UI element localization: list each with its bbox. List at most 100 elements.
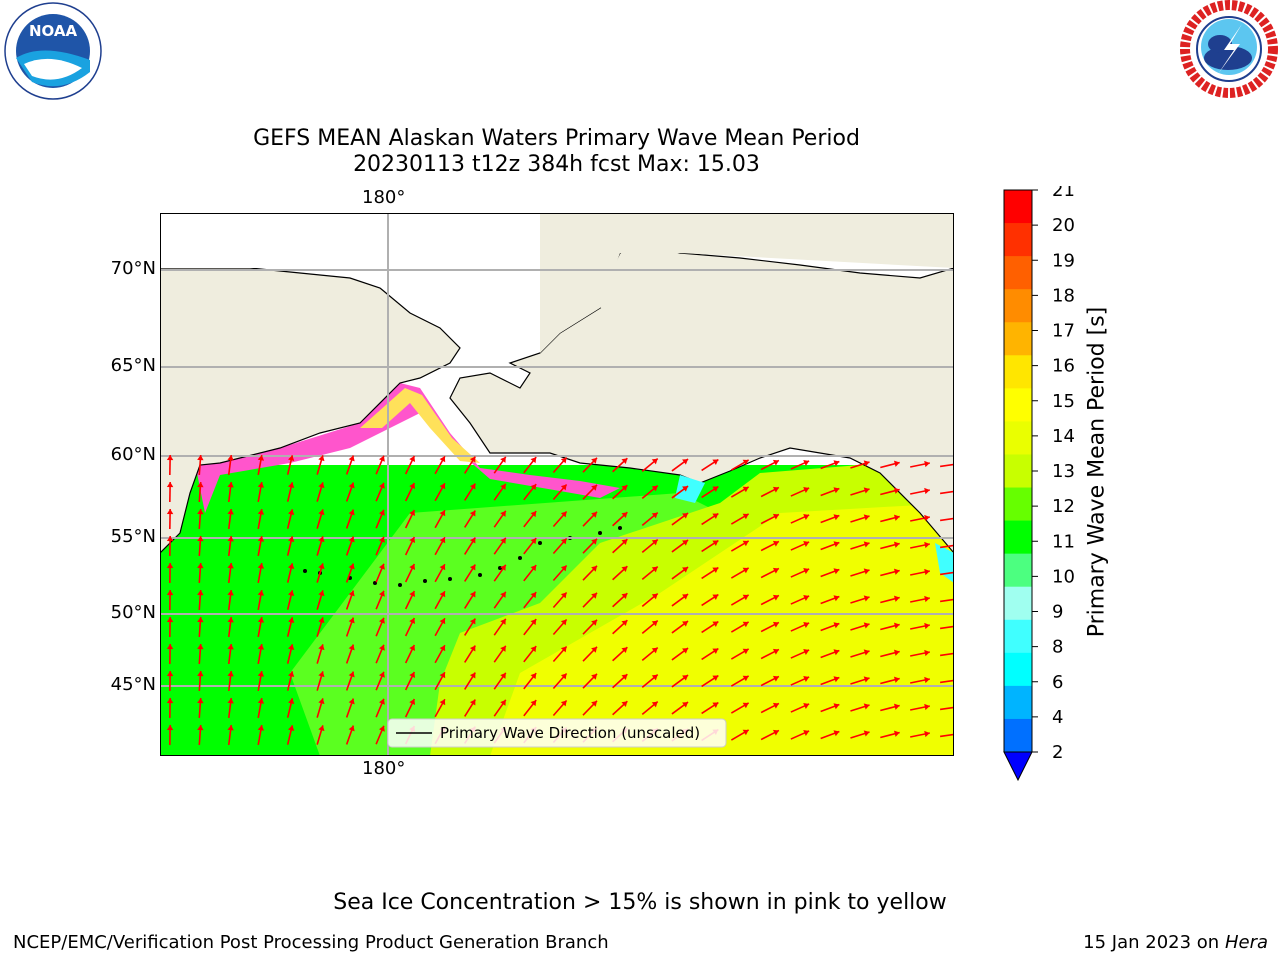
wave-arrow xyxy=(286,671,295,691)
wave-arrow xyxy=(850,730,870,739)
colorbar-block xyxy=(1004,355,1032,389)
wave-arrow xyxy=(197,589,204,611)
wave-arrow xyxy=(464,591,476,609)
wave-arrow xyxy=(345,590,355,610)
lat-label-70: 70°N xyxy=(110,258,156,279)
sea-ice-note: Sea Ice Concentration > 15% is shown in … xyxy=(333,890,947,915)
wave-arrow xyxy=(523,618,537,636)
colorbar-block xyxy=(1004,685,1032,720)
wave-arrow xyxy=(434,617,446,637)
wave-arrow xyxy=(760,540,780,552)
wave-arrow xyxy=(880,595,900,604)
wave-arrow xyxy=(671,485,689,499)
wave-arrow xyxy=(552,537,568,555)
wave-arrow xyxy=(404,671,416,691)
wave-arrow xyxy=(790,460,810,470)
bottom-longitude-label: 180° xyxy=(362,758,406,779)
wave-arrow xyxy=(820,541,840,551)
wave-arrow xyxy=(404,509,416,529)
wave-arrow xyxy=(880,568,900,577)
wave-arrow xyxy=(582,484,598,500)
wave-arrow xyxy=(850,649,870,658)
wave-arrow xyxy=(820,703,840,713)
wave-arrow xyxy=(790,487,810,497)
wave-arrow xyxy=(257,698,265,718)
wave-arrow xyxy=(820,730,840,740)
wave-arrow xyxy=(197,697,204,719)
wave-arrow xyxy=(730,621,750,633)
wave-arrow xyxy=(375,563,385,583)
wave-arrow xyxy=(375,671,385,691)
wave-arrow xyxy=(582,619,598,635)
wave-arrow xyxy=(166,697,174,719)
wave-arrow xyxy=(227,670,234,692)
wave-arrow xyxy=(523,483,537,501)
wave-arrow xyxy=(286,482,295,502)
wave-arrow xyxy=(166,535,174,557)
wave-arrow xyxy=(227,616,234,638)
wave-arrow xyxy=(404,563,416,583)
wave-arrow xyxy=(939,625,954,630)
wave-arrow xyxy=(464,564,476,582)
wave-arrow xyxy=(910,622,930,630)
colorbar-block xyxy=(1004,520,1032,555)
wave-arrow xyxy=(820,676,840,686)
wave-arrow xyxy=(701,647,719,661)
wave-arrow xyxy=(166,724,174,746)
wave-arrow xyxy=(880,649,900,658)
wave-arrow xyxy=(257,725,265,745)
wave-arrow xyxy=(227,535,234,557)
wave-arrow xyxy=(197,724,204,746)
wave-arrow xyxy=(880,514,900,523)
wave-arrow xyxy=(910,703,930,711)
wave-arrow xyxy=(434,671,446,691)
wave-arrow xyxy=(286,725,295,745)
wave-arrow xyxy=(612,511,628,527)
wave-arrow xyxy=(910,676,930,684)
wave-arrow xyxy=(286,455,295,475)
wave-arrow xyxy=(464,672,476,690)
wave-arrow xyxy=(939,733,954,738)
colorbar-tick-label: 13 xyxy=(1052,461,1075,482)
wave-arrow xyxy=(880,703,900,712)
wave-arrow xyxy=(464,699,476,717)
colorbar-tick-label: 4 xyxy=(1052,707,1063,728)
wave-arrow xyxy=(939,517,954,522)
footer-date-text: 15 Jan 2023 on xyxy=(1083,932,1220,953)
wave-arrow xyxy=(641,566,659,580)
wave-arrow xyxy=(790,541,810,551)
wave-arrow xyxy=(375,455,385,475)
wave-arrow xyxy=(404,536,416,556)
wave-arrow xyxy=(850,595,870,604)
wave-arrow xyxy=(227,454,234,476)
colorbar-tick-label: 2 xyxy=(1052,742,1063,763)
wave-arrow xyxy=(641,593,659,607)
wave-arrow xyxy=(820,595,840,605)
wave-arrow xyxy=(286,536,295,556)
wave-arrow xyxy=(257,617,265,637)
wave-arrow xyxy=(166,643,174,665)
lat-label-65: 65°N xyxy=(110,355,156,376)
wave-arrow xyxy=(582,511,598,527)
wave-arrow xyxy=(880,487,900,496)
wave-arrow xyxy=(404,482,416,502)
coastal-cyan xyxy=(675,475,705,503)
wave-arrow xyxy=(701,593,719,607)
colorbar-block xyxy=(1004,388,1032,422)
wave-arrow xyxy=(493,672,507,690)
wave-arrow xyxy=(760,675,780,687)
colorbar-block xyxy=(1004,256,1032,290)
wave-arrow xyxy=(286,617,295,637)
wave-arrow xyxy=(939,652,954,657)
wave-arrow xyxy=(552,591,568,609)
lat-label-55: 55°N xyxy=(110,526,156,547)
wave-arrow xyxy=(582,565,598,581)
wave-arrow xyxy=(939,544,954,549)
wave-arrow xyxy=(197,508,204,530)
wave-arrow xyxy=(790,703,810,713)
wave-arrow xyxy=(316,509,325,529)
wave-arrow xyxy=(552,510,568,528)
wave-arrow xyxy=(671,539,689,553)
wave-arrow xyxy=(227,697,234,719)
wave-arrow xyxy=(701,701,719,715)
